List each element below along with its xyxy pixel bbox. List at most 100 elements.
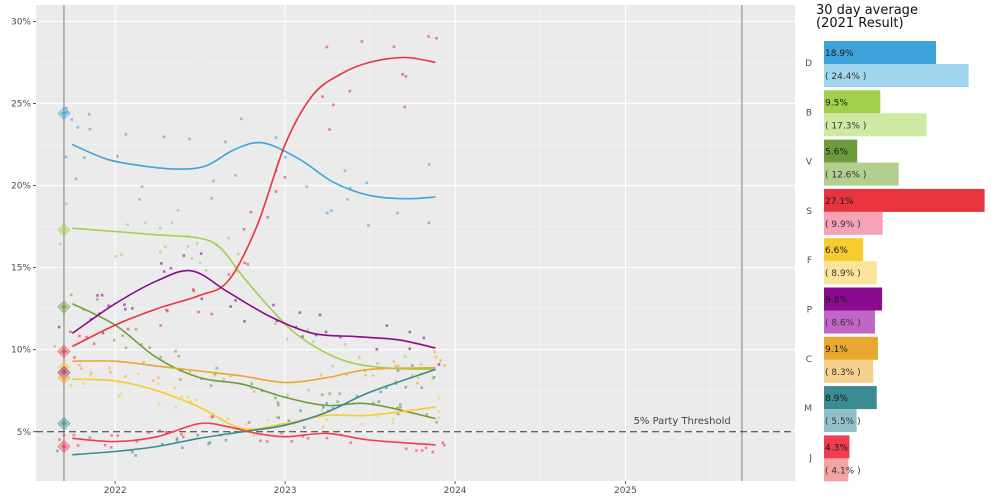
poll-point-P [298,311,302,314]
poll-point-P [314,333,318,337]
poll-point-S [348,89,352,93]
poll-point-M [56,449,59,453]
poll-point-F [195,398,198,402]
poll-point-C [363,369,366,373]
poll-point-B [285,337,289,341]
poll-points [53,35,446,457]
poll-point-J [349,441,353,444]
poll-point-P [160,262,163,265]
poll-point-F [244,422,248,426]
poll-point-F [81,382,85,385]
poll-point-F [187,396,190,399]
poll-point-P [100,293,104,297]
poll-point-B [65,202,68,205]
poll-point-S [243,261,246,265]
poll-point-V [425,413,429,416]
poll-point-P [124,307,127,311]
poll-point-V [321,393,324,396]
poll-point-F [252,434,256,437]
bar-groups: D 18.9% ( 24.4% ) B 9.5% ( 17.3% ) V 5.6% ( 12.6… [804,41,985,482]
poll-point-D [325,211,329,215]
poll-point-P [101,331,105,335]
poll-point-F [437,410,441,413]
poll-point-P [422,336,426,340]
poll-point-J [110,434,113,437]
poll-point-C [78,364,81,367]
poll-point-B [164,245,167,248]
poll-point-S [403,105,407,109]
poll-point-D [116,155,119,158]
poll-point-J [135,440,139,443]
y-tick-label: 15% [11,264,31,274]
average-bar-M [824,386,877,410]
poll-point-C [252,390,256,394]
result-value-label: ( 4.1% ) [825,466,861,476]
poll-point-M [131,450,134,454]
poll-point-P [437,363,441,366]
average-value-label: 9.1% [825,345,848,355]
poll-point-F [226,417,230,421]
bar-group-S: S 27.1% ( 9.9% ) [806,188,985,235]
poll-point-P [107,304,110,307]
poll-point-C [89,371,93,375]
average-value-label: 18.9% [825,49,854,59]
poll-point-B [186,245,190,248]
poll-point-V [121,334,124,337]
poll-point-P [182,254,186,257]
poll-point-F [321,425,325,429]
poll-point-J [211,415,214,418]
poll-point-M [224,439,228,442]
poll-point-S [126,327,130,331]
election-lines [63,5,743,481]
result-bar-V [824,162,899,186]
poll-point-P [131,307,134,310]
poll-point-F [119,392,123,396]
poll-point-C [80,367,83,370]
poll-point-J [147,431,150,434]
poll-point-B [312,340,315,343]
poll-point-J [72,433,76,437]
average-value-label: 9.5% [825,98,848,108]
average-bar-F [824,238,864,262]
poll-point-B [227,236,230,240]
x-tick-label: 2022 [104,486,127,496]
party-label: C [806,355,812,365]
poll-point-M [377,400,381,403]
poll-point-J [301,435,305,438]
poll-point-P [294,325,298,329]
poll-point-P [243,320,246,323]
poll-point-P [408,347,411,351]
result-marker-core-S [60,348,67,355]
poll-point-V [96,298,99,301]
poll-point-B [170,221,174,225]
poll-point-C [157,376,160,380]
y-tick-label: 10% [11,346,31,356]
party-label: M [804,404,812,414]
bar-chart-title-line-2: (2021 Result) [816,16,904,31]
poll-point-F [157,403,161,406]
poll-point-D [210,196,213,200]
poll-point-M [404,385,408,389]
poll-point-V [148,346,151,349]
poll-point-F [156,382,160,385]
poll-point-S [242,228,246,231]
poll-point-D [65,110,69,113]
poll-point-V [435,420,438,424]
poll-point-F [376,414,379,418]
poll-point-V [134,328,138,331]
poll-point-P [96,294,99,297]
poll-point-F [173,386,177,390]
poll-point-M [299,409,302,412]
poll-point-B [331,364,335,368]
poll-point-F [292,422,295,426]
poll-point-S [92,342,96,345]
party-label: B [806,108,812,118]
poll-point-D [396,211,399,215]
poll-point-F [174,406,178,409]
y-tick-label: 20% [11,182,31,192]
result-marker-core-P [60,369,67,376]
poll-point-C [229,374,232,378]
poll-point-J [62,433,66,437]
poll-point-B [371,374,375,377]
poll-trend-chart: 5% 10% 15% 20% 25% 30% 2022 2023 2024 2025 5% Pa… [11,5,795,496]
